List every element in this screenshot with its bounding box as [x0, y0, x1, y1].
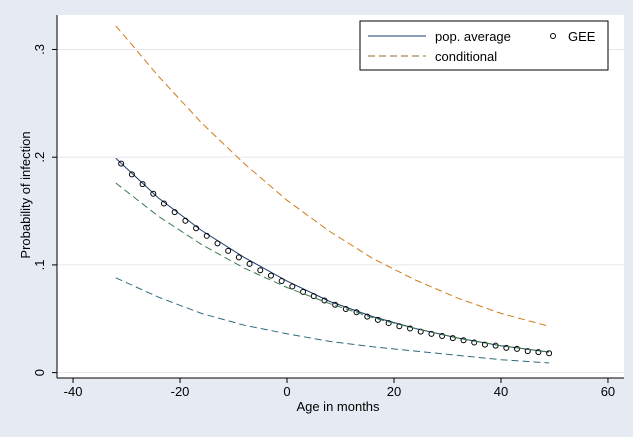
x-axis-label: Age in months: [296, 399, 380, 414]
gee-point: [481, 341, 488, 348]
x-tick-label: -40: [64, 384, 83, 399]
y-tick-label: .2: [32, 152, 47, 163]
gee-point: [150, 190, 157, 197]
conditional-line-3: [115, 182, 550, 353]
gee-point: [300, 288, 307, 295]
gee-point: [257, 267, 264, 274]
x-tick-label: 20: [387, 384, 401, 399]
gee-point: [332, 301, 339, 308]
gee-point: [182, 217, 189, 224]
gee-point: [267, 272, 274, 279]
gee-point: [449, 335, 456, 342]
inner-plot-region: [66, 17, 615, 370]
gee-point: [546, 350, 553, 357]
gee-point: [225, 247, 232, 254]
gee-point: [524, 348, 531, 355]
y-axis-label: Probability of infection: [18, 131, 33, 258]
conditional-line-4: [115, 277, 550, 364]
gee-point: [235, 254, 242, 261]
gee-point: [396, 323, 403, 330]
legend-key-gee: [550, 33, 556, 39]
gee-point: [139, 181, 146, 188]
x-tick-label: 40: [494, 384, 508, 399]
gee-point: [535, 349, 542, 356]
y-tick-label: .3: [32, 44, 47, 55]
y-tick-label: 0: [32, 369, 47, 376]
y-tick-label: .1: [32, 259, 47, 270]
gee-point: [353, 309, 360, 316]
gee-point: [214, 240, 221, 247]
legend-label-conditional: conditional: [435, 49, 497, 64]
x-tick-label: -20: [171, 384, 190, 399]
gee-point: [160, 200, 167, 207]
gee-point: [514, 345, 521, 352]
gee-point: [310, 293, 317, 300]
gee-point: [503, 344, 510, 351]
gee-point: [417, 328, 424, 335]
legend: pop. average GEE conditional: [359, 20, 609, 71]
gee-point: [246, 260, 253, 267]
gee-point: [278, 278, 285, 285]
gee-point: [439, 332, 446, 339]
x-tick-label: 60: [601, 384, 615, 399]
gee-point: [171, 209, 178, 216]
gee-point: [342, 306, 349, 313]
series-layer: [115, 25, 553, 364]
legend-label-gee: GEE: [568, 29, 596, 44]
gee-point: [471, 339, 478, 346]
gee-point: [203, 232, 210, 239]
x-tick-label: 0: [283, 384, 290, 399]
gee-point: [321, 297, 328, 304]
gee-point: [460, 337, 467, 344]
gee-point: [193, 225, 200, 232]
gee-point: [128, 171, 135, 178]
gee-point: [428, 330, 435, 337]
legend-label-pop-average: pop. average: [435, 29, 511, 44]
legend-box: [359, 20, 609, 71]
gee-point: [118, 160, 125, 167]
conditional-line-2: [115, 25, 550, 327]
axes: 0 .1 .2 .3 -40 -20 0 20 40 60: [32, 15, 624, 399]
gee-point: [289, 283, 296, 290]
gee-point: [407, 325, 414, 332]
gee-point: [385, 320, 392, 327]
